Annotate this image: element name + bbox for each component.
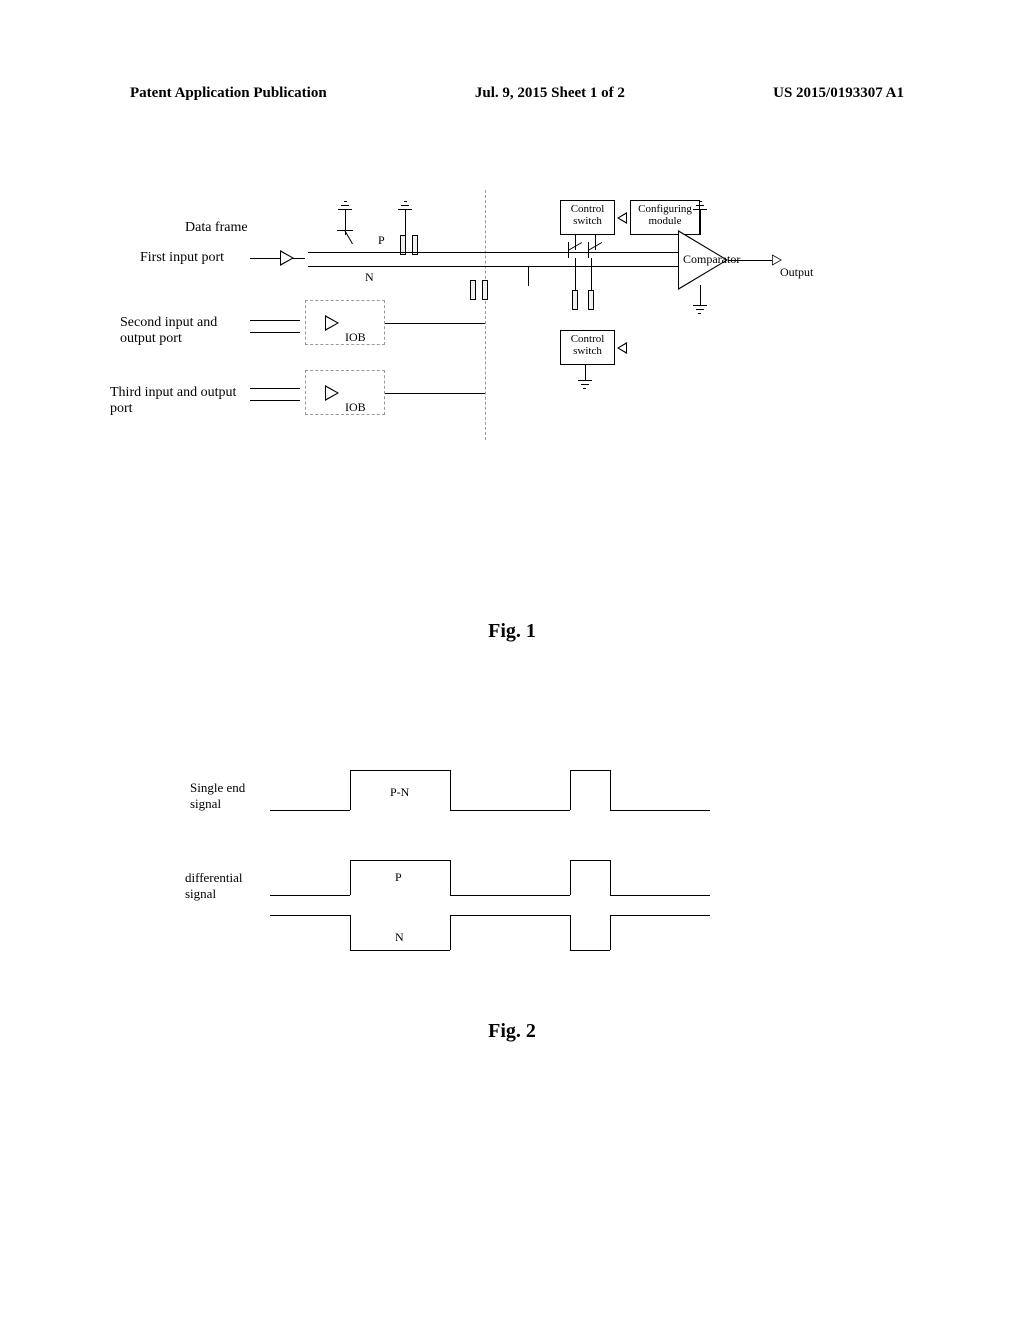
line (250, 332, 300, 333)
ground-icon (578, 380, 592, 390)
line (385, 393, 485, 394)
single-end-label: Single end signal (190, 780, 260, 812)
figure-2: Single end signal differential signal P-… (270, 750, 750, 970)
second-io-label: Second input and output port (120, 315, 240, 347)
resistor-icon (588, 290, 594, 310)
divider (485, 190, 486, 440)
switch-icon (337, 230, 353, 250)
line (250, 388, 300, 389)
buffer-icon (325, 385, 339, 401)
iob-label: IOB (345, 400, 366, 415)
p-label-fig2: P (395, 870, 402, 885)
n-label: N (365, 270, 374, 285)
p-label: P (378, 233, 385, 248)
line (250, 258, 305, 259)
resistor-icon (572, 290, 578, 310)
pn-label: P-N (390, 785, 409, 800)
line (700, 210, 701, 235)
line (585, 365, 586, 380)
control-switch-box: Control switch (560, 200, 615, 235)
line (700, 285, 701, 305)
header-left: Patent Application Publication (130, 85, 327, 102)
line (388, 266, 528, 267)
line (388, 252, 588, 253)
ground-icon (693, 200, 707, 210)
line (405, 210, 406, 235)
line (528, 266, 678, 267)
figure-1: Data frame First input port Second input… (130, 190, 890, 550)
header-right: US 2015/0193307 A1 (773, 85, 904, 102)
switch-icon (568, 242, 588, 258)
line (528, 266, 529, 286)
arrow-left-icon (617, 212, 627, 224)
resistor-icon (482, 280, 488, 300)
line (250, 400, 300, 401)
ground-icon (398, 200, 412, 210)
output-label: Output (780, 265, 813, 280)
n-label-fig2: N (395, 930, 404, 945)
page-header: Patent Application Publication Jul. 9, 2… (0, 0, 1024, 102)
line (591, 258, 592, 290)
control-switch-box-2: Control switch (560, 330, 615, 365)
differential-label: differential signal (185, 870, 265, 902)
header-center: Jul. 9, 2015 Sheet 1 of 2 (475, 85, 625, 102)
arrow-right-icon (772, 254, 782, 265)
line (588, 252, 678, 253)
iob-label: IOB (345, 330, 366, 345)
resistor-icon (470, 280, 476, 300)
figure-1-caption: Fig. 1 (488, 620, 536, 643)
buffer-icon (280, 250, 294, 266)
data-frame-label: Data frame (185, 220, 248, 236)
ground-icon (693, 305, 707, 315)
line (308, 252, 388, 253)
third-io-label: Third input and output port (110, 385, 240, 417)
line (385, 323, 485, 324)
line (575, 258, 576, 290)
switch-icon (588, 242, 608, 258)
line (728, 260, 778, 261)
arrow-left-icon (617, 342, 627, 354)
figure-2-caption: Fig. 2 (488, 1020, 536, 1043)
buffer-icon (325, 315, 339, 331)
line (250, 320, 300, 321)
line (308, 266, 388, 267)
ground-icon (338, 200, 352, 210)
first-input-label: First input port (140, 250, 224, 266)
